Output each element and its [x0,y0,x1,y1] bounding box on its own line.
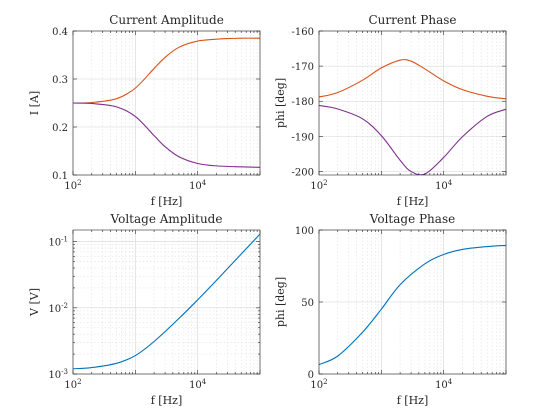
series-line-1 [73,37,260,104]
y-tick-label: 10-1 [48,236,68,249]
plot-area [73,31,260,175]
y-tick-label: -190 [292,132,314,143]
y-tick-label: 0.3 [52,75,68,86]
x-tick-label: 104 [435,179,453,192]
series-line-1 [319,244,506,366]
y-tick-label: 100 [295,226,314,237]
chart-title: Voltage Amplitude [110,212,223,226]
x-tick-label: 104 [435,378,453,391]
series-line-1 [319,59,506,100]
chart-title: Current Amplitude [109,13,224,27]
plot-area [73,230,260,374]
plot-area [319,31,506,175]
series-line-2 [73,102,260,168]
chart-title: Current Phase [368,13,456,27]
grid [72,230,261,375]
y-tick-label: -180 [292,97,314,108]
y-tick-label: 0.1 [52,171,68,182]
x-tick-label: 104 [189,179,207,192]
y-axis-label: phi [deg] [274,277,287,327]
y-tick-label: 0.4 [52,27,68,38]
y-axis-label: I [A] [28,91,41,115]
y-axis-label: V [V] [28,288,41,317]
y-tick-label: 0 [308,370,314,381]
axes-box [72,30,261,176]
axes-box [318,30,507,176]
x-tick-label: 104 [189,378,207,391]
y-tick-label: 10-2 [48,302,68,315]
y-tick-label: -160 [292,27,314,38]
x-axis-label: f [Hz] [397,394,429,407]
y-tick-label: -200 [292,167,314,178]
x-axis-label: f [Hz] [397,195,429,208]
axes-box [72,229,261,375]
x-axis-label: f [Hz] [151,394,183,407]
x-tick-label: 102 [310,179,327,192]
x-axis-label: f [Hz] [151,195,183,208]
y-axis-label: phi [deg] [274,78,287,128]
chart-title: Voltage Phase [369,212,455,226]
series-line-1 [73,233,260,370]
x-tick-label: 102 [64,378,81,391]
y-tick-label: 0.2 [52,123,68,134]
series-line-2 [319,104,506,175]
chart-panel-2: 102 104 -160 -170 -180 -190 -200 Current Phase f… [274,13,507,208]
y-tick-label: -170 [292,62,314,73]
y-tick-label: 50 [301,298,314,309]
grid [318,30,507,175]
